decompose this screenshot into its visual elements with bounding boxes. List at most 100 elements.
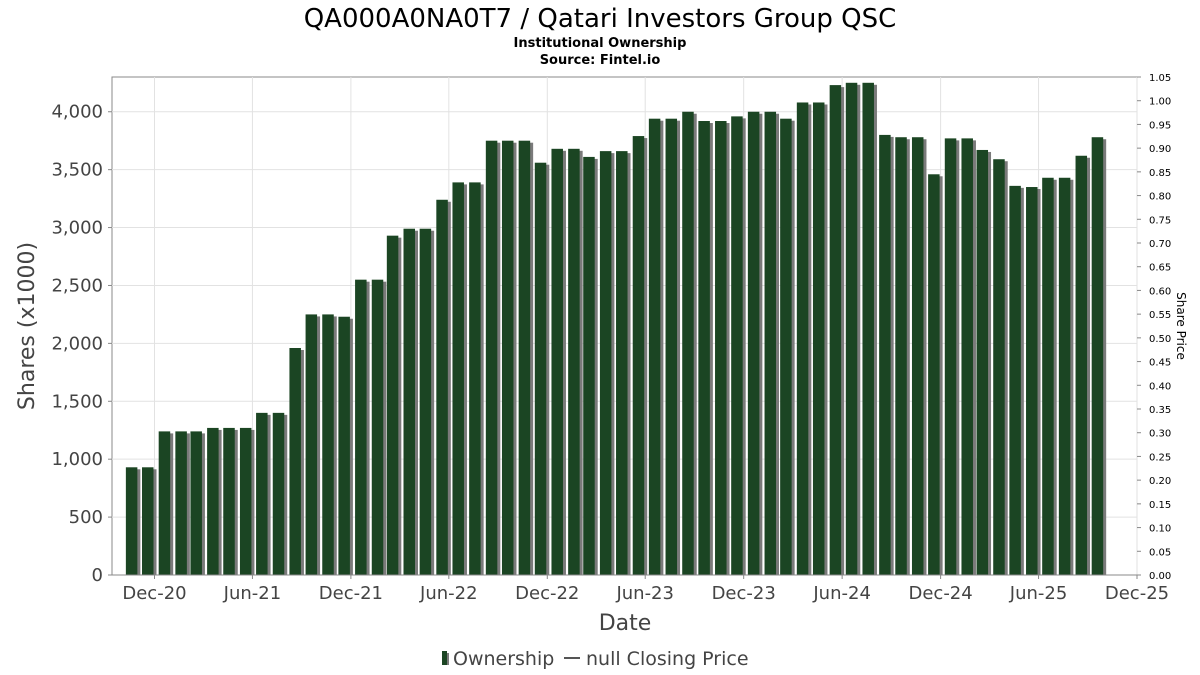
ownership-bar xyxy=(419,228,432,575)
ownership-bar xyxy=(485,140,498,575)
ownership-bar xyxy=(534,162,547,575)
x-tick-label: Dec-25 xyxy=(1105,583,1169,604)
y-tick-label: 2,000 xyxy=(51,333,103,354)
chart-title: QA000A0NA0T7 / Qatari Investors Group QS… xyxy=(304,4,897,34)
ownership-bar xyxy=(239,427,252,575)
x-axis-title: Date xyxy=(599,611,652,636)
x-tick-label: Dec-24 xyxy=(908,583,972,604)
x-tick-label: Dec-22 xyxy=(515,583,579,604)
y2-tick-label: 1.00 xyxy=(1149,97,1171,108)
ownership-bar xyxy=(780,118,792,575)
ownership-bar xyxy=(928,174,940,575)
y2-tick-label: 0.30 xyxy=(1149,429,1171,440)
ownership-bar xyxy=(944,138,957,575)
ownership-bar xyxy=(715,121,727,575)
legend-ownership-swatch xyxy=(442,651,447,665)
ownership-bar xyxy=(829,85,842,575)
x-axis-ticks: Dec-20 Jun-21 Dec-21 Jun-22 Dec-22 Jun-23 Dec-… xyxy=(122,575,1169,604)
y-tick-label: 3,000 xyxy=(51,218,103,239)
ownership-bar xyxy=(632,136,645,575)
y-tick-label: 0 xyxy=(92,565,103,586)
ownership-bar xyxy=(1091,137,1104,575)
ownership-bar xyxy=(223,427,235,575)
ownership-bar xyxy=(190,431,202,575)
ownership-bar xyxy=(976,149,989,576)
y-tick-label: 1,000 xyxy=(51,449,103,470)
ownership-bar xyxy=(812,102,825,576)
ownership-bar xyxy=(518,140,531,575)
y2-tick-label: 0.90 xyxy=(1149,144,1171,155)
ownership-bar xyxy=(879,134,891,575)
legend-ownership-swatch-shadow xyxy=(447,653,449,665)
x-tick-label: Jun-25 xyxy=(1009,583,1068,604)
ownership-bar xyxy=(256,412,268,575)
ownership-bar xyxy=(862,82,874,575)
y2-tick-label: 0.85 xyxy=(1149,168,1171,179)
chart-source: Source: Fintel.io xyxy=(540,53,661,68)
ownership-bar xyxy=(175,431,187,575)
legend-ownership-label: Ownership xyxy=(453,648,554,670)
y2-tick-label: 0.45 xyxy=(1149,358,1171,369)
ownership-bar xyxy=(583,156,595,575)
ownership-bar xyxy=(845,82,858,575)
y2-tick-label: 0.50 xyxy=(1149,334,1171,345)
legend: Ownership null Closing Price xyxy=(442,648,749,670)
x-tick-label: Jun-23 xyxy=(615,583,674,604)
ownership-bar xyxy=(764,111,777,575)
y2-tick-label: 0.55 xyxy=(1149,310,1171,321)
ownership-bar xyxy=(207,427,219,575)
ownership-bar xyxy=(599,151,612,576)
x-tick-label: Jun-24 xyxy=(812,583,871,604)
right-axis-ticks: 0.00 0.05 0.10 0.15 0.20 0.25 0.30 0.35 0.40 0.45… xyxy=(1137,73,1171,582)
ownership-bar xyxy=(125,467,138,575)
y-tick-label: 2,500 xyxy=(51,275,103,296)
x-tick-label: Dec-20 xyxy=(122,583,186,604)
ownership-bar xyxy=(911,137,924,575)
y-tick-label: 1,500 xyxy=(51,391,103,412)
y2-tick-label: 0.10 xyxy=(1149,524,1171,535)
ownership-bar xyxy=(1026,187,1038,575)
ownership-bar xyxy=(305,314,318,575)
y2-tick-label: 0.15 xyxy=(1149,500,1171,511)
ownership-bar xyxy=(272,412,285,575)
y2-tick-label: 0.05 xyxy=(1149,547,1171,558)
y2-tick-label: 0.65 xyxy=(1149,263,1171,274)
ownership-bar xyxy=(501,140,514,575)
x-tick-label: Dec-23 xyxy=(712,583,776,604)
ownership-bar xyxy=(993,159,1005,575)
ownership-bar xyxy=(469,182,481,576)
ownership-bar xyxy=(747,111,760,575)
legend-price-label: null Closing Price xyxy=(586,648,749,670)
x-tick-label: Jun-21 xyxy=(223,583,282,604)
ownership-bar xyxy=(355,279,367,575)
y2-tick-label: 0.80 xyxy=(1149,192,1171,203)
y2-tick-label: 0.20 xyxy=(1149,476,1171,487)
y2-tick-label: 0.00 xyxy=(1149,571,1171,582)
ownership-bar xyxy=(158,431,171,575)
ownership-bar xyxy=(895,137,907,575)
chart-subtitle: Institutional Ownership xyxy=(514,36,687,51)
ownership-bar xyxy=(665,118,678,575)
ownership-bar xyxy=(1042,177,1054,576)
y2-tick-label: 1.05 xyxy=(1149,73,1171,84)
y2-tick-label: 0.60 xyxy=(1149,286,1171,297)
y2-tick-label: 0.95 xyxy=(1149,120,1171,131)
x-tick-label: Jun-22 xyxy=(419,583,478,604)
ownership-bar xyxy=(796,102,809,576)
ownership-bar xyxy=(1058,177,1071,576)
ownership-bar xyxy=(322,314,334,575)
ownership-bar xyxy=(551,148,563,575)
ownership-bar xyxy=(682,111,694,575)
y2-axis-title: Share Price xyxy=(1174,292,1188,360)
ownership-bar xyxy=(961,138,973,575)
y2-tick-label: 0.40 xyxy=(1149,381,1171,392)
y-tick-label: 4,000 xyxy=(51,102,103,123)
ownership-bar xyxy=(386,235,399,576)
ownership-bar xyxy=(142,467,154,575)
y2-tick-label: 0.70 xyxy=(1149,239,1171,250)
y-tick-label: 500 xyxy=(69,507,103,528)
ownership-bar xyxy=(648,118,661,575)
y-tick-label: 3,500 xyxy=(51,160,103,181)
bar-group xyxy=(125,82,1107,576)
